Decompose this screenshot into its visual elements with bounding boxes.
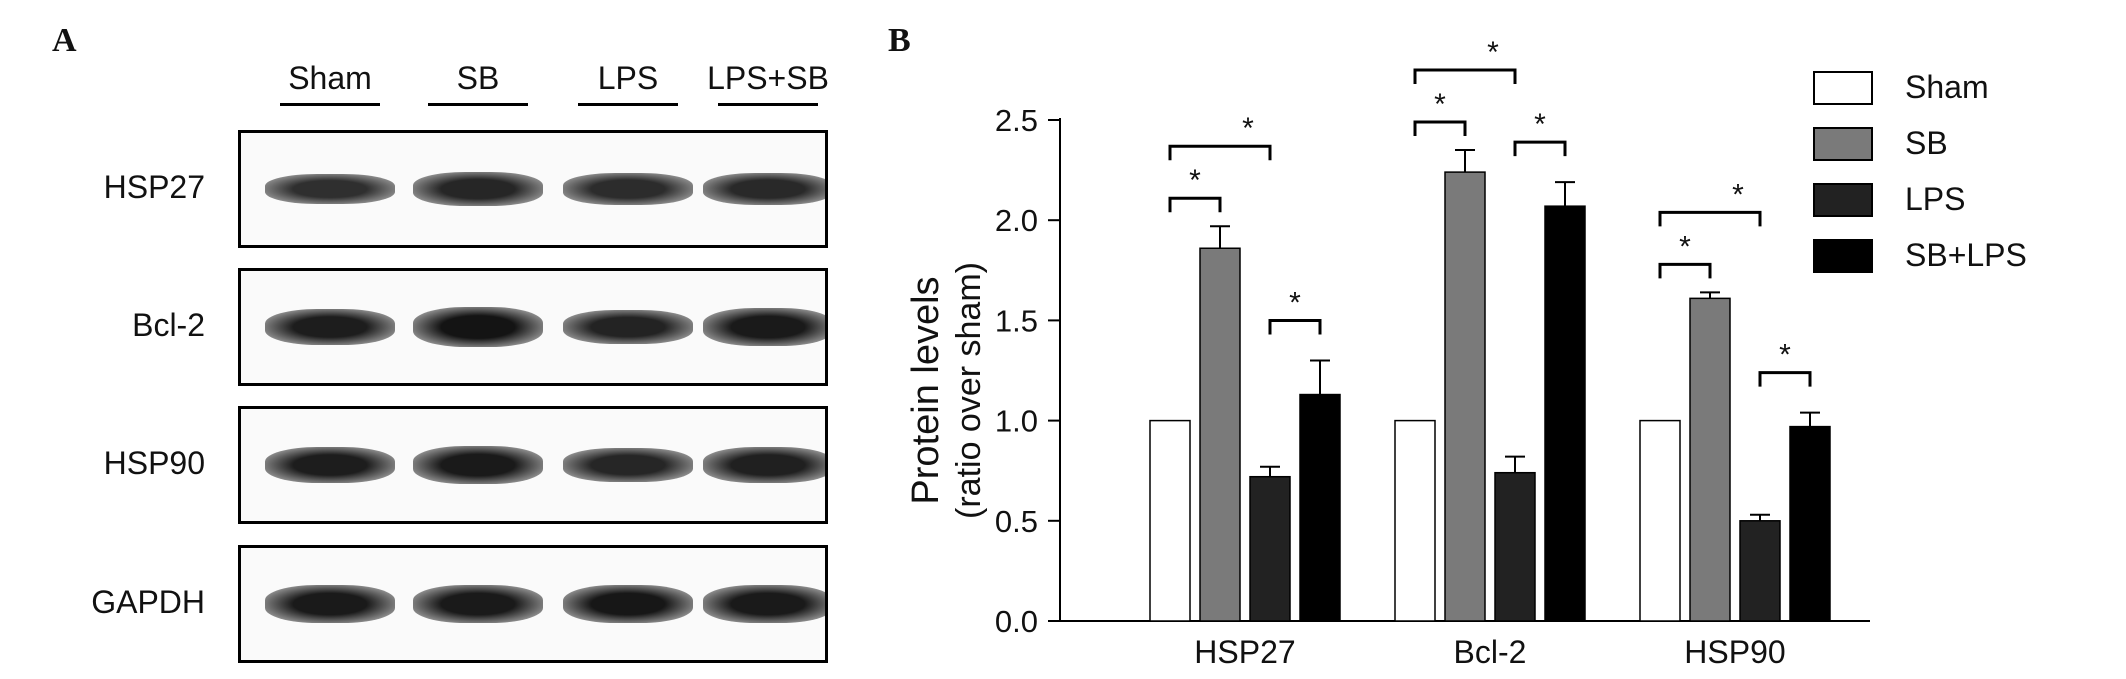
protein-band bbox=[563, 173, 693, 205]
significance-star: * bbox=[1242, 112, 1254, 145]
significance-star: * bbox=[1189, 164, 1201, 197]
significance-bracket bbox=[1268, 318, 1322, 335]
y-tick-label: 2.0 bbox=[995, 203, 1038, 238]
lane-label: Sham bbox=[288, 60, 372, 96]
bar-lps bbox=[1494, 471, 1536, 622]
significance-star: * bbox=[1679, 230, 1691, 263]
bar-sb-lps bbox=[1789, 425, 1831, 622]
protein-band bbox=[703, 308, 825, 346]
y-tick-label: 2.5 bbox=[995, 103, 1038, 138]
y-tick-label: 1.5 bbox=[995, 303, 1038, 338]
bar-sham bbox=[1394, 419, 1436, 622]
protein-band bbox=[703, 172, 825, 206]
legend-label: Sham bbox=[1905, 69, 1989, 105]
significance-star: * bbox=[1434, 88, 1446, 121]
protein-band bbox=[413, 307, 543, 347]
lane-underline bbox=[280, 103, 380, 106]
panel-b-label: B bbox=[888, 22, 911, 59]
protein-band bbox=[265, 173, 395, 205]
legend-label: LPS bbox=[1905, 181, 1966, 217]
lane-underline bbox=[718, 103, 818, 106]
bar-lps bbox=[1249, 475, 1291, 622]
legend-swatch bbox=[1813, 127, 1873, 161]
bar-sb-lps bbox=[1544, 205, 1586, 622]
bar-sb bbox=[1689, 297, 1731, 622]
significance-bracket bbox=[1658, 210, 1762, 227]
lane-underline bbox=[578, 103, 678, 106]
blot-strip bbox=[238, 545, 828, 663]
protein-band bbox=[563, 309, 693, 345]
significance-bracket bbox=[1513, 140, 1567, 157]
legend-label: SB+LPS bbox=[1905, 237, 2027, 273]
significance-star: * bbox=[1732, 178, 1744, 211]
significance-star: * bbox=[1289, 286, 1301, 319]
y-tick-label: 1.0 bbox=[995, 404, 1038, 439]
significance-star: * bbox=[1779, 339, 1791, 372]
protein-band bbox=[265, 585, 395, 623]
significance-bracket bbox=[1413, 120, 1467, 137]
x-tick-label: HSP90 bbox=[1684, 634, 1785, 670]
protein-band bbox=[265, 446, 395, 484]
western-blot-panel: A Sham SB LPS LPS+SB HSP27 Bcl-2 HSP90 GAPDH bbox=[0, 0, 900, 679]
blot-row-label: Bcl-2 bbox=[132, 307, 205, 343]
protein-band bbox=[563, 584, 693, 624]
y-axis-label: Protein levels bbox=[905, 276, 947, 504]
protein-band bbox=[563, 448, 693, 482]
y-axis-label-sub: (ratio over sham) bbox=[950, 262, 988, 519]
significance-bracket bbox=[1658, 262, 1712, 279]
significance-star: * bbox=[1534, 108, 1546, 141]
protein-band bbox=[703, 585, 825, 623]
x-tick-label: HSP27 bbox=[1194, 634, 1295, 670]
lane-label: LPS bbox=[597, 60, 659, 96]
bar-sham bbox=[1149, 419, 1191, 622]
bar-sb bbox=[1199, 247, 1241, 622]
protein-band bbox=[265, 308, 395, 346]
bar-sb bbox=[1444, 171, 1486, 622]
legend-swatch bbox=[1813, 71, 1873, 105]
legend-label: SB bbox=[1905, 125, 1948, 161]
protein-band bbox=[413, 446, 543, 484]
bar-sham bbox=[1639, 419, 1681, 622]
significance-bracket bbox=[1168, 196, 1222, 213]
bar-sb-lps bbox=[1299, 393, 1341, 622]
protein-band bbox=[413, 585, 543, 623]
lane-label: SB bbox=[456, 60, 500, 96]
significance-bracket bbox=[1758, 371, 1812, 387]
blot-row-label: GAPDH bbox=[91, 584, 205, 620]
blot-row-label: HSP90 bbox=[103, 445, 205, 481]
blot-row-label: HSP27 bbox=[103, 169, 205, 205]
lane-label: LPS+SB bbox=[707, 60, 829, 96]
significance-bracket bbox=[1168, 144, 1272, 161]
x-tick-label: Bcl-2 bbox=[1454, 634, 1527, 670]
blot-strip bbox=[238, 406, 828, 524]
legend-swatch bbox=[1813, 239, 1873, 273]
bar-chart: 0.0 0.5 1.0 1.5 2.0 2.5 Protein levels (ratio o… bbox=[905, 36, 1870, 670]
blot-strip bbox=[238, 130, 828, 248]
blot-strip bbox=[238, 268, 828, 386]
y-tick-label: 0.0 bbox=[995, 604, 1038, 639]
bar-lps bbox=[1739, 520, 1781, 622]
significance-star: * bbox=[1487, 36, 1499, 69]
y-tick-label: 0.5 bbox=[995, 504, 1038, 539]
lane-underline bbox=[428, 103, 528, 106]
protein-band bbox=[703, 447, 825, 483]
protein-band bbox=[413, 172, 543, 206]
panel-a-label: A bbox=[52, 22, 77, 59]
legend-swatch bbox=[1813, 183, 1873, 217]
significance-bracket bbox=[1413, 68, 1517, 85]
